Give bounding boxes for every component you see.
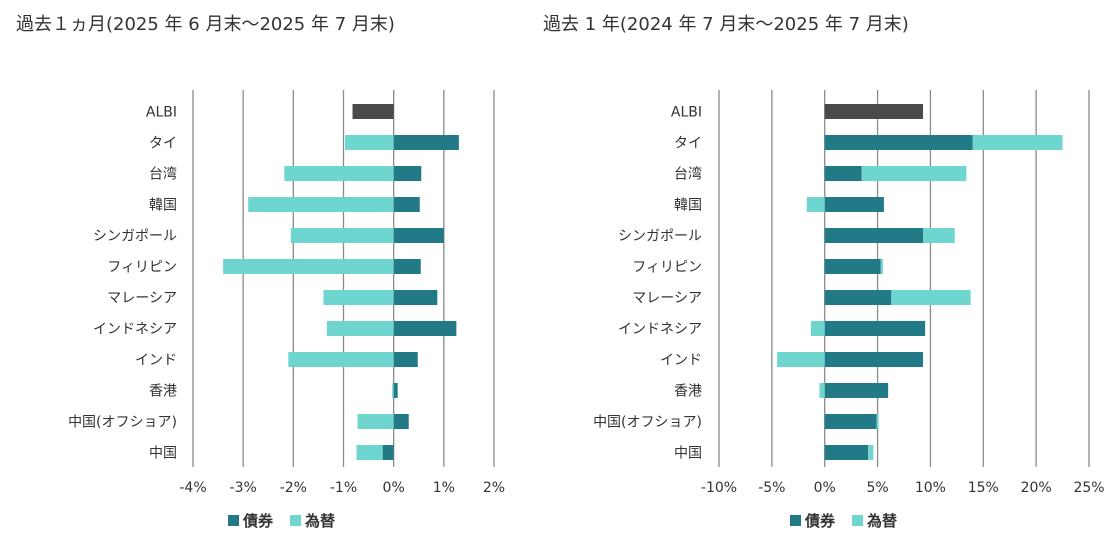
- bar-bond: [824, 197, 884, 212]
- bar-fx: [284, 166, 394, 181]
- bar-fx: [345, 135, 394, 150]
- bar-fx: [861, 166, 967, 181]
- bar-bond: [824, 135, 973, 150]
- category-label: インドネシア: [93, 322, 177, 338]
- bar-bond: [382, 445, 394, 460]
- bar-fx: [810, 321, 825, 336]
- bar-fx: [819, 383, 825, 398]
- bar-bond: [393, 321, 457, 336]
- x-tick-label: -4%: [179, 480, 206, 496]
- bar-bond: [824, 414, 877, 429]
- x-tick-label: 0%: [383, 480, 405, 496]
- bar-fx: [876, 414, 879, 429]
- bar-fx: [806, 197, 825, 212]
- bar-fx: [356, 445, 383, 460]
- bar-fx: [868, 445, 874, 460]
- x-tick-label: -5%: [758, 480, 785, 496]
- bar-bond: [393, 166, 422, 181]
- x-tick-label: -3%: [230, 480, 257, 496]
- legend-swatch-bond: [228, 515, 239, 526]
- bar-bond: [393, 135, 459, 150]
- category-label: 台湾: [149, 166, 177, 183]
- category-label: マレーシア: [107, 291, 177, 307]
- bar-bond: [393, 383, 398, 398]
- bar-bond: [824, 383, 889, 398]
- category-label: 香港: [674, 384, 702, 400]
- category-label: インドネシア: [618, 322, 702, 338]
- bar-bond: [393, 352, 418, 367]
- category-label: シンガポール: [93, 229, 177, 245]
- x-tick-label: -10%: [701, 480, 737, 496]
- chart-title-1m: 過去１ヵ月(2025 年 6 月末～2025 年 7 月末): [16, 14, 395, 35]
- category-label: 中国(オフショア): [593, 415, 702, 431]
- bar-fx: [323, 290, 394, 305]
- category-label: 中国: [149, 446, 177, 462]
- bar-fx: [290, 228, 394, 243]
- bar-fx: [357, 414, 394, 429]
- legend-label-fx: 為替: [304, 512, 336, 530]
- category-label: ALBI: [671, 105, 702, 121]
- bar-fx: [972, 135, 1063, 150]
- x-tick-label: 20%: [1021, 480, 1052, 496]
- category-label: 中国: [674, 446, 702, 462]
- legend-swatch-fx: [852, 515, 863, 526]
- legend-label-bond: 債券: [804, 512, 836, 530]
- legend-label-bond: 債券: [242, 512, 274, 530]
- bar-bond: [824, 321, 926, 336]
- category-label: 台湾: [674, 166, 702, 183]
- bar-bond: [824, 166, 862, 181]
- legend-swatch-bond: [790, 515, 801, 526]
- category-label: フィリピン: [107, 260, 177, 276]
- bar-fx: [248, 197, 394, 212]
- category-label: タイ: [674, 136, 702, 152]
- bar-bond: [393, 228, 444, 243]
- category-label: ALBI: [146, 105, 177, 121]
- category-label: タイ: [149, 136, 177, 152]
- category-label: フィリピン: [632, 260, 702, 276]
- chart-title-1y: 過去 1 年(2024 年 7 月末～2025 年 7 月末): [543, 14, 909, 35]
- bar-bond: [824, 290, 892, 305]
- x-tick-label: 0%: [814, 480, 836, 496]
- x-tick-label: 10%: [915, 480, 946, 496]
- bar-fx: [923, 228, 955, 243]
- legend-label-fx: 為替: [866, 512, 898, 530]
- category-label: インド: [135, 353, 177, 369]
- legend-swatch-fx: [290, 515, 301, 526]
- bar-bond: [393, 290, 438, 305]
- bar-fx: [223, 259, 394, 274]
- bar-fx: [288, 352, 394, 367]
- category-label: 中国(オフショア): [68, 415, 177, 431]
- bar-fx: [891, 290, 971, 305]
- bar-bond: [393, 414, 409, 429]
- bar-fx: [880, 259, 883, 274]
- x-tick-label: -2%: [280, 480, 307, 496]
- x-tick-label: 15%: [968, 480, 999, 496]
- x-tick-label: -1%: [330, 480, 357, 496]
- bar-bond: [824, 445, 869, 460]
- x-tick-label: 2%: [483, 480, 505, 496]
- bar-fx: [777, 352, 825, 367]
- bar-bond: [824, 259, 881, 274]
- bar-bond: [393, 259, 421, 274]
- bar-bond: [393, 197, 420, 212]
- x-tick-label: 25%: [1073, 480, 1104, 496]
- bar-fx: [392, 383, 394, 398]
- bar-albi: [352, 104, 394, 119]
- bar-bond: [824, 228, 924, 243]
- category-label: マレーシア: [632, 291, 702, 307]
- category-label: インド: [660, 353, 702, 369]
- bar-bond: [824, 352, 924, 367]
- category-label: シンガポール: [618, 229, 702, 245]
- x-tick-label: 5%: [866, 480, 888, 496]
- bar-fx: [326, 321, 394, 336]
- category-label: 韓国: [149, 198, 177, 214]
- category-label: 韓国: [674, 198, 702, 214]
- bar-albi: [824, 104, 924, 119]
- x-tick-label: 1%: [433, 480, 455, 496]
- category-label: 香港: [149, 384, 177, 400]
